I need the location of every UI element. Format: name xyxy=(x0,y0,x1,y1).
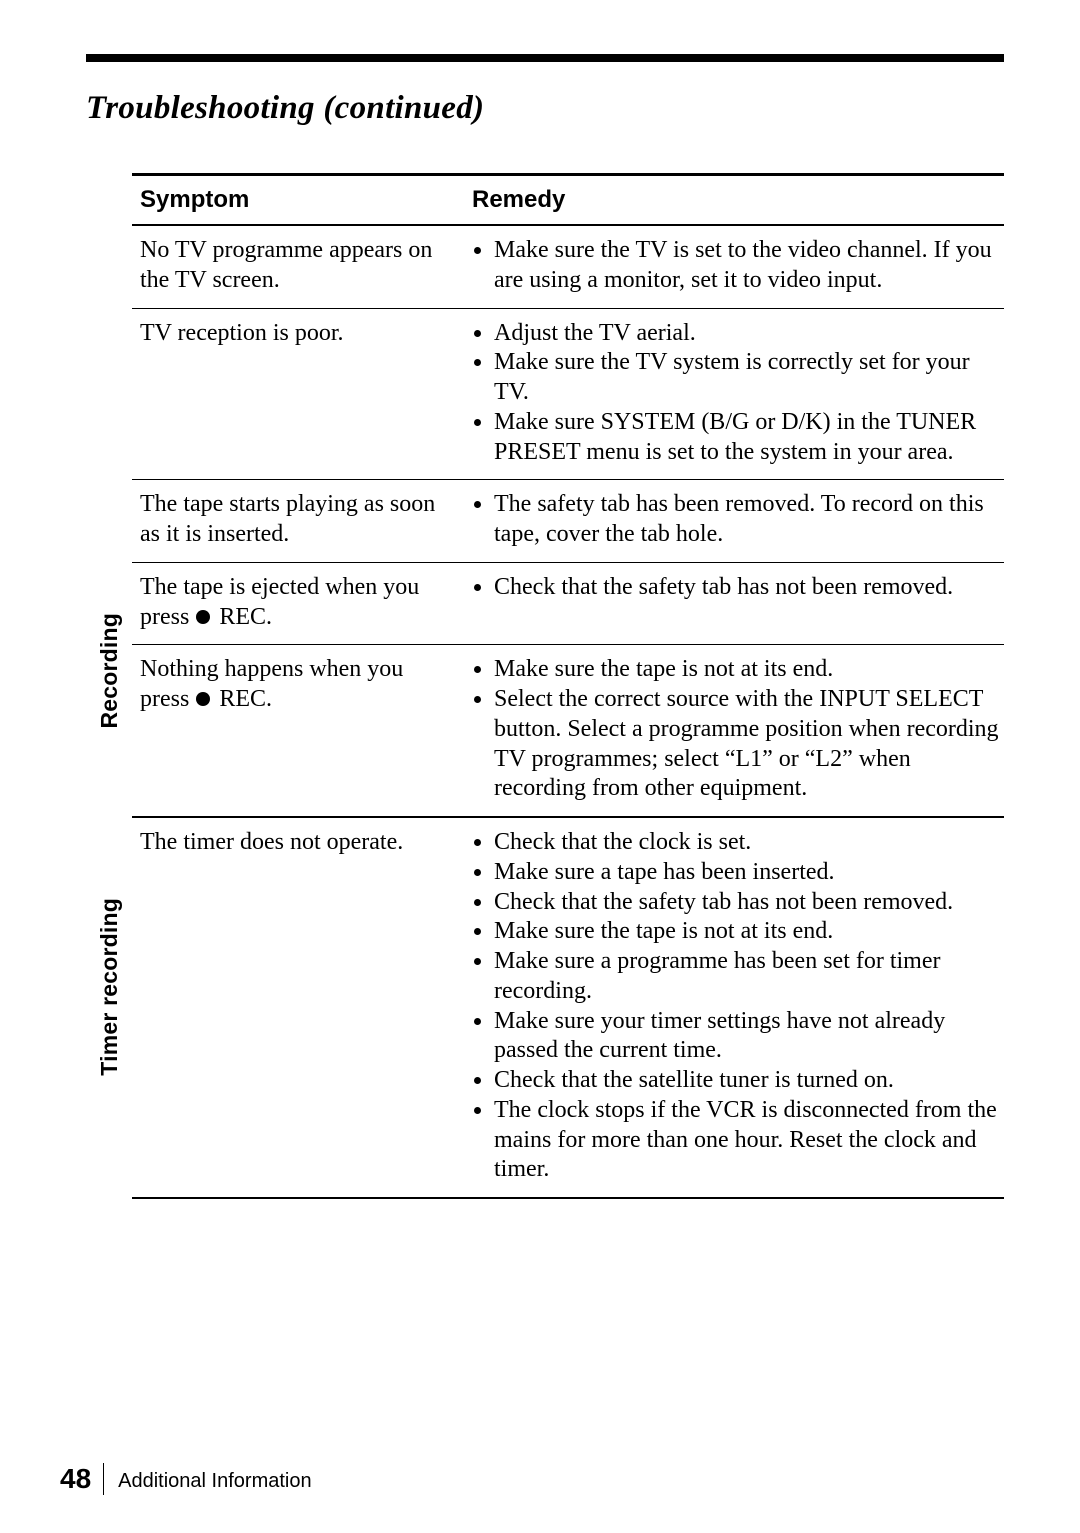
remedy-cell: Make sure the TV is set to the video cha… xyxy=(466,236,1004,296)
table-row: Nothing happens when you press REC.Make … xyxy=(132,645,1004,818)
table-header-row: Symptom Remedy xyxy=(132,173,1004,226)
table-row: TV reception is poor.Adjust the TV aeria… xyxy=(132,309,1004,481)
header-symptom: Symptom xyxy=(132,186,466,214)
remedy-item: Make sure the tape is not at its end. xyxy=(494,917,1000,947)
remedy-item: Check that the safety tab has not been r… xyxy=(494,573,1000,603)
remedy-item: Make sure a programme has been set for t… xyxy=(494,947,1000,1007)
remedy-item: Select the correct source with the INPUT… xyxy=(494,685,1000,804)
remedy-item: Make sure the TV is set to the video cha… xyxy=(494,236,1000,296)
table-row: No TV programme appears on the TV screen… xyxy=(132,226,1004,309)
remedy-cell: Check that the safety tab has not been r… xyxy=(466,573,1004,633)
footer-separator xyxy=(103,1463,104,1495)
remedy-item: Make sure a tape has been inserted. xyxy=(494,858,1000,888)
page-title: Troubleshooting (continued) xyxy=(86,90,1004,127)
remedy-item: Adjust the TV aerial. xyxy=(494,319,1000,349)
symptom-cell: No TV programme appears on the TV screen… xyxy=(132,236,466,296)
remedy-item: Make sure your timer settings have not a… xyxy=(494,1007,1000,1067)
page-footer: 48 Additional Information xyxy=(60,1463,312,1495)
symptom-cell: Nothing happens when you press REC. xyxy=(132,655,466,804)
remedy-item: The clock stops if the VCR is disconnect… xyxy=(494,1096,1000,1185)
table-row: The timer does not operate.Check that th… xyxy=(132,818,1004,1199)
table-row: The tape starts playing as soon as it is… xyxy=(132,480,1004,563)
remedy-cell: The safety tab has been removed. To reco… xyxy=(466,490,1004,550)
symptom-cell: The tape is ejected when you press REC. xyxy=(132,573,466,633)
table-body: Symptom Remedy No TV programme appears o… xyxy=(132,173,1004,1199)
remedy-cell: Make sure the tape is not at its end.Sel… xyxy=(466,655,1004,804)
symptom-cell: The tape starts playing as soon as it is… xyxy=(132,490,466,550)
remedy-item: The safety tab has been removed. To reco… xyxy=(494,490,1000,550)
section-label: Timer recording xyxy=(86,735,132,1082)
remedy-item: Check that the safety tab has not been r… xyxy=(494,888,1000,918)
remedy-item: Make sure the TV system is correctly set… xyxy=(494,348,1000,408)
remedy-item: Make sure SYSTEM (B/G or D/K) in the TUN… xyxy=(494,408,1000,468)
remedy-cell: Check that the clock is set.Make sure a … xyxy=(466,828,1004,1185)
remedy-item: Check that the satellite tuner is turned… xyxy=(494,1066,1000,1096)
symptom-cell: TV reception is poor. xyxy=(132,319,466,468)
remedy-item: Check that the clock is set. xyxy=(494,828,1000,858)
top-rule xyxy=(86,54,1004,62)
symptom-cell: The timer does not operate. xyxy=(132,828,466,1185)
remedy-item: Make sure the tape is not at its end. xyxy=(494,655,1000,685)
section-rail: RecordingTimer recording xyxy=(86,173,132,1199)
section-label: Recording xyxy=(86,226,132,735)
table-row: The tape is ejected when you press REC. C… xyxy=(132,563,1004,646)
footer-section-label: Additional Information xyxy=(118,1466,311,1493)
troubleshooting-table: RecordingTimer recording Symptom Remedy … xyxy=(86,173,1004,1199)
header-remedy: Remedy xyxy=(466,186,1004,214)
page-number: 48 xyxy=(60,1463,103,1495)
remedy-cell: Adjust the TV aerial.Make sure the TV sy… xyxy=(466,319,1004,468)
